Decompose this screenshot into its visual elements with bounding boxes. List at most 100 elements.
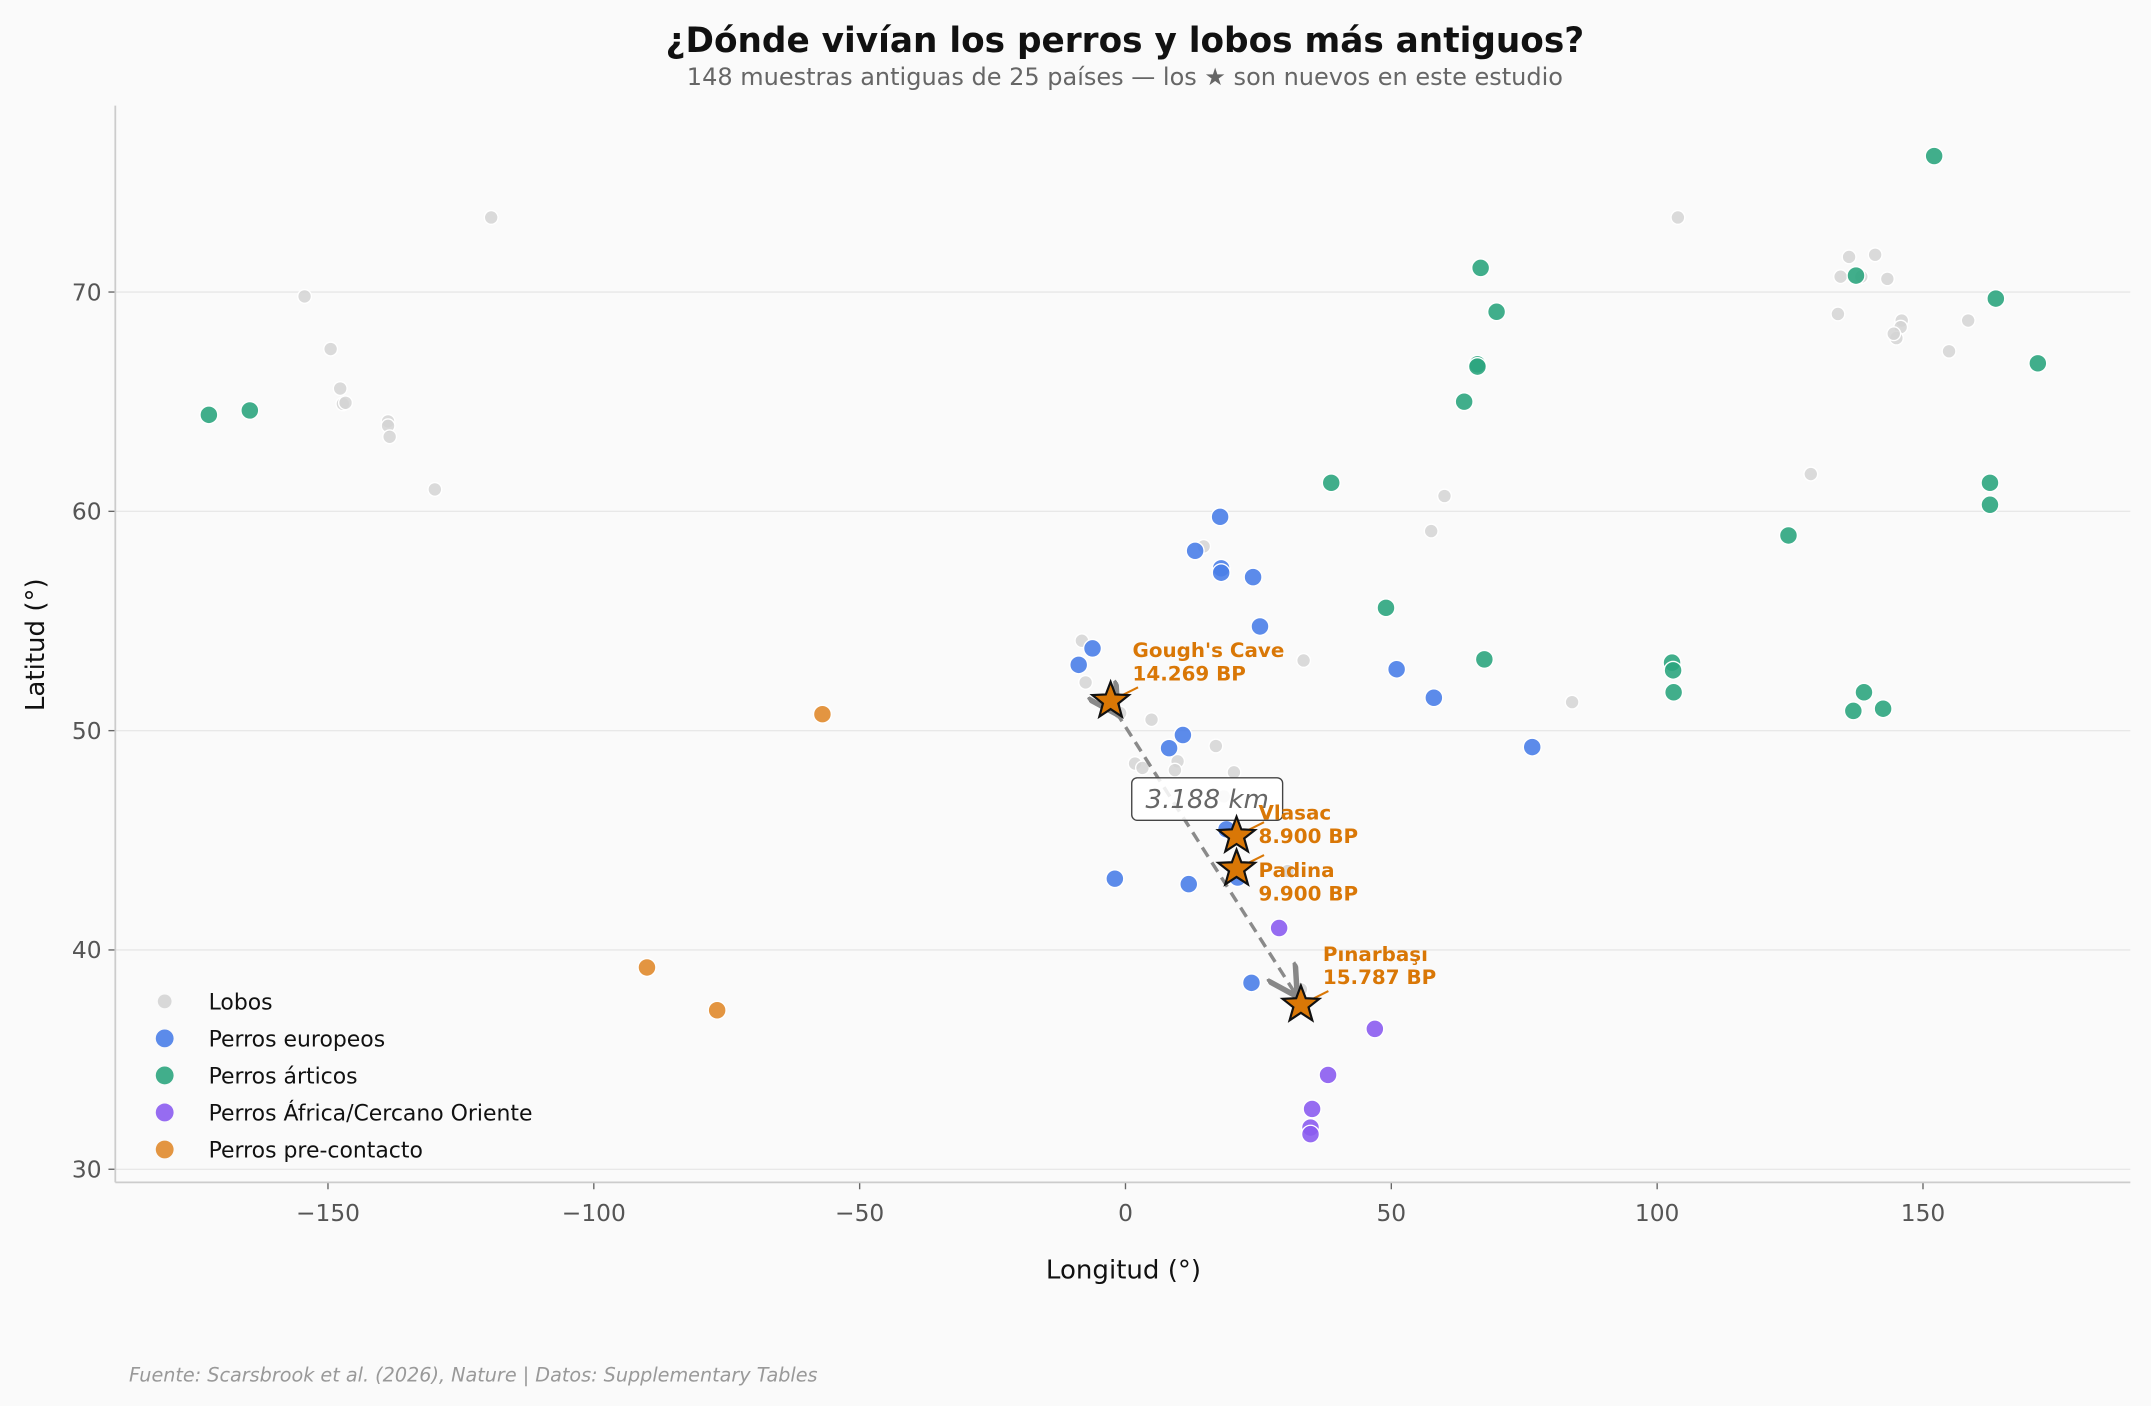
data-point — [1179, 874, 1199, 894]
x-tick-label: −100 — [562, 1200, 626, 1227]
x-tick-label: 100 — [1635, 1200, 1679, 1227]
data-point — [1387, 659, 1407, 679]
legend-marker — [155, 1140, 174, 1159]
legend-marker — [155, 1103, 174, 1122]
chart-title: ¿Dónde vivían los perros y lobos más ant… — [666, 21, 1584, 61]
data-point — [1365, 1019, 1385, 1039]
data-point — [1082, 638, 1103, 659]
data-point — [1423, 523, 1439, 539]
gridlines — [115, 291, 2131, 1170]
data-point — [1105, 869, 1125, 889]
data-point — [483, 209, 499, 226]
data-point — [1467, 356, 1488, 377]
data-point — [1210, 507, 1230, 527]
data-point — [199, 405, 219, 425]
site-label: Pınarbaşı — [1323, 943, 1428, 966]
legend-marker — [155, 1066, 174, 1085]
y-tick-label: 70 — [72, 279, 102, 306]
data-point — [332, 380, 348, 397]
data-point — [1980, 473, 2000, 493]
y-axis-label: Latitud (°) — [21, 578, 51, 711]
star-marker — [1279, 982, 1323, 1023]
data-point — [1670, 209, 1686, 226]
data-point — [1296, 652, 1312, 669]
star-marker — [1215, 813, 1258, 854]
data-point — [1830, 306, 1846, 322]
axes: 30 40 50 60 70 −150 −100 −50 0 50 100 150 — [72, 105, 2131, 1227]
data-point — [1803, 466, 1819, 482]
legend-marker — [157, 994, 172, 1009]
y-tick-label: 30 — [72, 1156, 102, 1183]
star-marker — [1215, 846, 1258, 887]
x-axis-label: Longitud (°) — [1046, 1255, 1201, 1285]
data-point — [1243, 567, 1263, 587]
y-tick-label: 40 — [72, 937, 102, 964]
data-point — [240, 400, 260, 421]
data-point — [1269, 918, 1289, 938]
data-point — [1250, 616, 1270, 637]
site-label: Gough's Cave — [1133, 639, 1285, 662]
data-point — [1167, 762, 1183, 778]
data-point — [1069, 655, 1089, 675]
data-point — [1980, 495, 2000, 515]
y-tick-label: 60 — [72, 499, 102, 526]
x-tick-label: −150 — [296, 1200, 360, 1227]
site-label: Vlasac — [1259, 801, 1332, 824]
data-point — [1867, 247, 1883, 263]
x-tick-label: 0 — [1118, 1200, 1133, 1227]
source-note: Fuente: Scarsbrook et al. (2026), Nature… — [129, 1363, 818, 1386]
data-point — [637, 957, 657, 978]
data-point — [1841, 249, 1857, 265]
data-point — [1471, 258, 1491, 278]
x-tick-label: 50 — [1376, 1200, 1406, 1227]
distance-label: 3.188 km — [1146, 785, 1269, 815]
data-point — [1436, 488, 1453, 504]
data-point — [707, 1000, 727, 1020]
data-point — [1474, 649, 1494, 669]
data-point — [1376, 598, 1396, 618]
data-point — [1300, 1124, 1321, 1144]
legend: Lobos Perros europeos Perros árticos Perros… — [155, 991, 533, 1164]
data-point — [1833, 269, 1849, 285]
data-point — [337, 395, 354, 411]
chart-subtitle: 148 muestras antiguas de 25 países — los… — [687, 63, 1563, 91]
data-point — [1960, 312, 1976, 329]
data-point — [1522, 737, 1542, 757]
data-point — [1873, 699, 1893, 719]
data-point — [1078, 674, 1094, 690]
data-point — [1302, 1099, 1322, 1119]
data-point — [1424, 688, 1444, 708]
data-point — [1143, 712, 1160, 728]
legend-label: Perros África/Cercano Oriente — [209, 1101, 533, 1127]
data-point — [1846, 265, 1866, 286]
legend-label: Perros árticos — [209, 1065, 358, 1090]
data-point — [1318, 1065, 1338, 1085]
data-point — [2028, 353, 2048, 373]
star-marker — [1089, 678, 1132, 720]
site-label: Padina — [1259, 859, 1335, 882]
legend-label: Perros pre-contacto — [209, 1139, 423, 1164]
data-point — [1211, 563, 1231, 583]
distance-arrow — [1116, 712, 1295, 994]
legend-label: Lobos — [209, 991, 273, 1016]
data-point — [1778, 525, 1799, 546]
data-point — [1486, 302, 1507, 322]
data-point — [427, 481, 443, 497]
distance-label-box — [1131, 777, 1284, 821]
data-point — [1986, 289, 2006, 309]
age-label: 8.900 BP — [1259, 825, 1359, 848]
age-label: 9.900 BP — [1259, 882, 1359, 905]
data-point — [1241, 973, 1262, 993]
data-points — [199, 146, 2048, 1144]
data-point — [812, 704, 833, 724]
data-point — [323, 341, 339, 357]
data-point — [1185, 541, 1205, 561]
data-point — [1843, 701, 1863, 721]
data-point — [1159, 738, 1179, 758]
age-label: 15.787 BP — [1323, 966, 1436, 989]
data-point — [1664, 682, 1684, 702]
data-point — [1663, 660, 1683, 680]
data-point — [1924, 146, 1944, 166]
